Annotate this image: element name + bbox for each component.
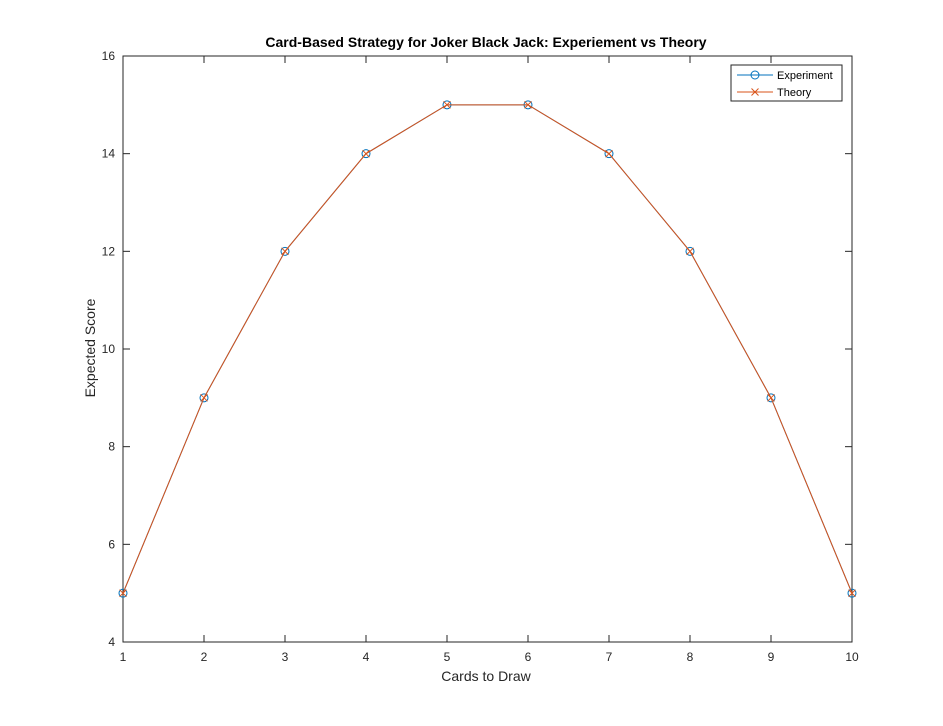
data-point-theory-stroke-b	[767, 393, 775, 402]
data-point-theory-stroke-b	[605, 149, 613, 158]
legend-item-theory: Theory	[737, 87, 812, 99]
series-line-theory	[122, 104, 853, 594]
data-point-theory	[686, 247, 694, 256]
x-tick-label: 8	[687, 650, 694, 664]
data-point-theory-stroke-b	[119, 589, 127, 598]
series-group	[118, 100, 857, 598]
x-tick-label: 9	[768, 650, 775, 664]
x-tick-label: 10	[845, 650, 859, 664]
data-point-theory-stroke-b	[848, 589, 856, 598]
data-point-theory-stroke-b	[443, 100, 451, 109]
y-tick-label: 6	[108, 537, 115, 551]
x-tick-label: 3	[282, 650, 289, 664]
legend-label: Experiment	[777, 70, 833, 82]
y-tick-label: 10	[102, 342, 116, 356]
data-point-experiment	[361, 149, 371, 159]
data-point-theory	[767, 393, 775, 402]
x-tick-label: 4	[363, 650, 370, 664]
series-theory	[119, 100, 856, 598]
y-tick-label: 14	[102, 147, 116, 161]
legend-marker	[750, 70, 760, 80]
data-point-theory	[200, 393, 208, 402]
x-tick-label: 6	[525, 650, 532, 664]
data-point-experiment	[199, 393, 209, 403]
data-point-theory	[605, 149, 613, 158]
data-point-theory-stroke-b	[200, 393, 208, 402]
data-point-theory-stroke-b	[524, 100, 532, 109]
data-point-theory-stroke-b	[281, 247, 289, 256]
data-point-theory	[524, 100, 532, 109]
chart-title: Card-Based Strategy for Joker Black Jack…	[265, 34, 706, 50]
data-point-theory	[362, 149, 370, 158]
y-tick-label: 4	[108, 635, 115, 649]
x-tick-label: 5	[444, 650, 451, 664]
plot-background	[123, 56, 852, 642]
data-point-theory	[848, 589, 856, 598]
data-point-experiment	[604, 149, 614, 159]
x-tick-label: 1	[120, 650, 127, 664]
y-tick-label: 8	[108, 440, 115, 454]
data-point-experiment	[280, 246, 290, 256]
y-axis-ticks: 4 6 8 10 12 14 16	[102, 49, 852, 649]
legend: Experiment Theory	[730, 64, 843, 102]
legend-marker	[751, 88, 759, 96]
x-axis-ticks: 1 2 3 4 5 6 7 8 9 10	[120, 56, 859, 664]
data-point-theory-stroke-b	[686, 247, 694, 256]
y-tick-label: 12	[102, 244, 116, 258]
legend-marker-stroke-b	[751, 88, 759, 96]
plot-area	[123, 56, 852, 642]
data-point-theory	[119, 589, 127, 598]
data-point-experiment	[766, 393, 776, 403]
data-point-theory	[443, 100, 451, 109]
x-axis-label: Cards to Draw	[441, 668, 531, 684]
x-tick-label: 2	[201, 650, 208, 664]
data-point-experiment	[685, 246, 695, 256]
legend-label: Theory	[777, 87, 812, 99]
data-point-experiment	[118, 588, 128, 598]
legend-item-experiment: Experiment	[737, 70, 833, 82]
data-point-theory-stroke-b	[362, 149, 370, 158]
legend-box	[730, 64, 843, 102]
y-axis-label: Expected Score	[82, 298, 98, 397]
data-point-theory	[281, 247, 289, 256]
y-tick-label: 16	[102, 49, 116, 63]
x-tick-label: 7	[606, 650, 613, 664]
data-point-experiment	[847, 588, 857, 598]
